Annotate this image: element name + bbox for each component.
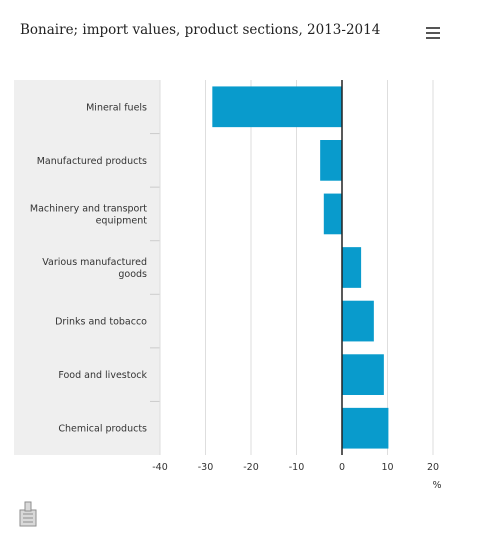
category-label: Chemical products (58, 424, 147, 435)
category-label: Various manufactured (42, 257, 147, 268)
chart-title: Bonaire; import values, product sections… (20, 22, 381, 38)
cbs-logo-icon (19, 501, 37, 527)
x-tick-label: 0 (339, 462, 345, 473)
category-label: Mineral fuels (86, 102, 147, 113)
x-tick-label: -40 (152, 462, 168, 473)
x-tick-label: -20 (243, 462, 259, 473)
bar (342, 300, 374, 342)
category-label: Machinery and transport (30, 203, 147, 214)
bar (342, 247, 362, 288)
category-label: Drinks and tobacco (55, 317, 147, 328)
x-tick-label: 10 (381, 462, 393, 473)
bar (342, 407, 389, 449)
x-tick-label: -30 (198, 462, 214, 473)
category-label: Manufactured products (37, 156, 147, 167)
bar (212, 86, 342, 128)
category-label: goods (118, 269, 147, 280)
bar (323, 193, 342, 235)
bar (342, 354, 384, 395)
category-label: equipment (96, 215, 148, 226)
x-tick-label: 20 (427, 462, 439, 473)
hamburger-menu-icon[interactable] (426, 27, 440, 40)
x-axis-unit-label: % (432, 480, 441, 491)
bar (320, 140, 342, 181)
category-label-panel (14, 80, 160, 455)
category-label: Food and livestock (58, 370, 147, 381)
bar-chart: Mineral fuels Manufactured products Machin… (14, 80, 442, 491)
x-tick-label: -10 (289, 462, 305, 473)
